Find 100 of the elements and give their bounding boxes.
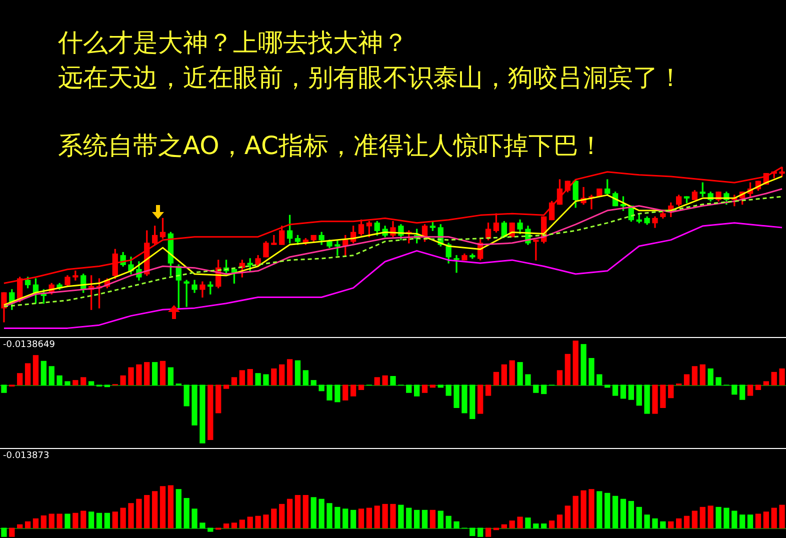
bar: [668, 521, 674, 528]
bar: [454, 384, 460, 408]
bar: [755, 384, 762, 390]
bar: [192, 384, 198, 426]
bar: [382, 504, 388, 528]
bar: [326, 503, 332, 528]
bar: [556, 370, 563, 386]
bar: [485, 528, 492, 537]
bar: [390, 376, 396, 386]
bar: [216, 384, 222, 414]
bar: [247, 516, 253, 528]
bar: [302, 495, 308, 528]
bar: [414, 510, 420, 528]
bar: [168, 367, 174, 386]
bar: [501, 524, 507, 528]
bar: [366, 508, 372, 528]
bar: [223, 384, 230, 389]
bar: [716, 377, 722, 386]
bar: [326, 384, 332, 400]
chart-subtitle: 远在天边，近在眼前，别有眼不识泰山，狗咬吕洞宾了！: [58, 62, 683, 94]
bar: [541, 384, 547, 394]
bar: [294, 360, 301, 386]
bar: [223, 523, 230, 528]
bar: [446, 516, 452, 528]
bar: [200, 384, 206, 444]
bar: [747, 384, 754, 396]
bar: [136, 498, 142, 528]
bar: [636, 506, 642, 528]
bar: [64, 514, 70, 528]
bar: [740, 384, 746, 400]
bar: [56, 375, 62, 386]
bar: [192, 508, 198, 528]
bar: [208, 384, 214, 440]
candlestick: [72, 270, 78, 281]
bar: [676, 518, 682, 528]
bar: [660, 521, 666, 528]
bar: [755, 514, 762, 528]
bar: [310, 380, 316, 386]
bar: [152, 491, 158, 528]
bar: [112, 512, 118, 528]
bar: [374, 377, 380, 386]
bar: [239, 370, 245, 386]
bar: [525, 374, 531, 386]
bar: [470, 528, 476, 536]
bar: [342, 384, 348, 400]
bar: [144, 495, 150, 528]
bar: [644, 384, 650, 414]
bar: [318, 384, 324, 392]
bar: [644, 514, 650, 528]
bar: [700, 364, 706, 386]
bar: [684, 374, 690, 386]
bar: [779, 368, 785, 386]
bar: [596, 374, 602, 386]
bar: [604, 492, 610, 528]
bar: [120, 375, 126, 386]
bar: [9, 528, 15, 537]
bar: [17, 373, 23, 386]
bar: [509, 360, 515, 386]
bar: [40, 515, 46, 528]
bar: [692, 366, 698, 386]
bar: [168, 485, 174, 528]
bar: [533, 523, 539, 528]
bar: [80, 510, 86, 528]
bar: [398, 504, 404, 528]
bar: [48, 514, 54, 528]
bar: [462, 384, 468, 414]
bar: [80, 377, 86, 386]
bar: [596, 491, 602, 528]
bar: [334, 384, 340, 402]
bar: [763, 381, 769, 386]
bar: [104, 384, 110, 388]
bar: [231, 522, 238, 528]
bar: [708, 506, 714, 528]
bar: [239, 520, 245, 528]
bar: [247, 369, 253, 386]
bar: [517, 516, 523, 528]
bar: [390, 504, 396, 528]
bar: [128, 503, 134, 528]
bar: [628, 500, 634, 528]
bar: [350, 384, 356, 396]
bar: [517, 362, 523, 386]
bar: [700, 506, 706, 528]
bar: [763, 512, 769, 528]
bar: [208, 528, 214, 532]
bar: [48, 366, 54, 386]
bar: [747, 514, 754, 528]
bar: [564, 506, 570, 528]
bar: [318, 498, 324, 528]
candlestick: [184, 280, 190, 307]
bar: [374, 506, 380, 528]
bar: [414, 384, 420, 396]
bar: [1, 384, 7, 393]
bar: [160, 486, 166, 528]
bar: [692, 510, 698, 528]
bar: [580, 490, 586, 528]
bar: [652, 384, 658, 414]
bar: [509, 520, 515, 528]
bar: [255, 516, 261, 528]
bar: [286, 359, 293, 386]
bar: [525, 518, 531, 528]
